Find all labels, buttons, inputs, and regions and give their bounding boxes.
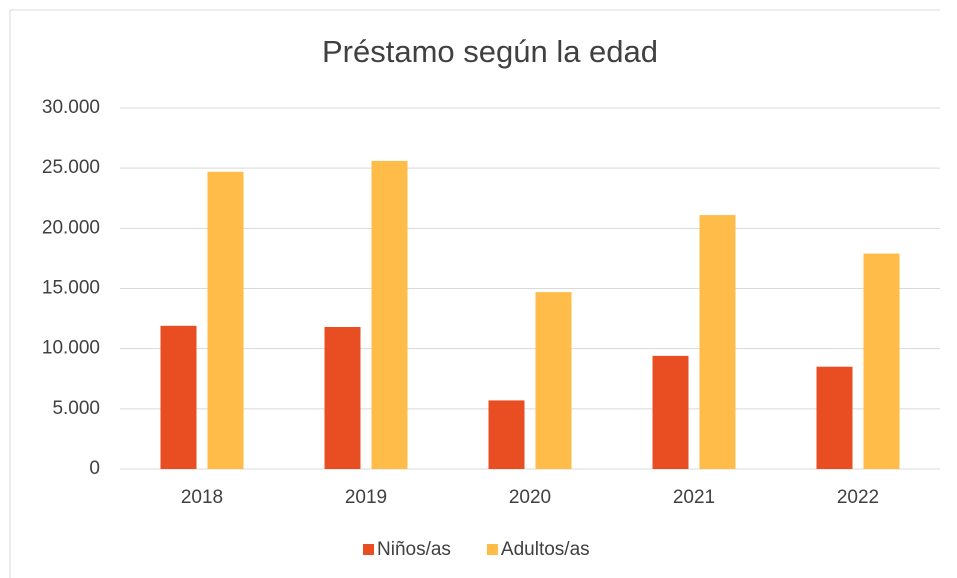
bar bbox=[699, 215, 736, 469]
legend-label: Adultos/as bbox=[501, 539, 590, 560]
x-tick-label: 2019 bbox=[345, 487, 387, 508]
bar bbox=[863, 253, 900, 469]
bar bbox=[488, 400, 525, 469]
y-tick-label: 20.000 bbox=[42, 217, 100, 238]
bar bbox=[535, 292, 572, 469]
bar bbox=[371, 160, 408, 470]
bar bbox=[160, 325, 197, 469]
legend-swatch bbox=[486, 544, 498, 555]
x-tick-label: 2020 bbox=[509, 487, 551, 508]
bar bbox=[324, 327, 361, 469]
y-tick-label: 25.000 bbox=[42, 157, 100, 178]
y-tick-label: 30.000 bbox=[42, 97, 100, 118]
legend-swatch bbox=[363, 544, 374, 555]
y-tick-label: 10.000 bbox=[42, 338, 100, 359]
bar bbox=[816, 366, 853, 469]
bar bbox=[207, 171, 244, 469]
chart-title: Préstamo según la edad bbox=[322, 34, 658, 69]
y-tick-label: 5.000 bbox=[52, 398, 100, 419]
y-tick-label: 15.000 bbox=[42, 278, 100, 299]
x-tick-label: 2021 bbox=[673, 487, 715, 508]
x-tick-label: 2022 bbox=[837, 487, 879, 508]
legend-label: Niños/as bbox=[377, 539, 451, 560]
y-tick-label: 0 bbox=[89, 458, 100, 479]
bar bbox=[652, 355, 689, 469]
x-tick-label: 2018 bbox=[181, 487, 223, 508]
